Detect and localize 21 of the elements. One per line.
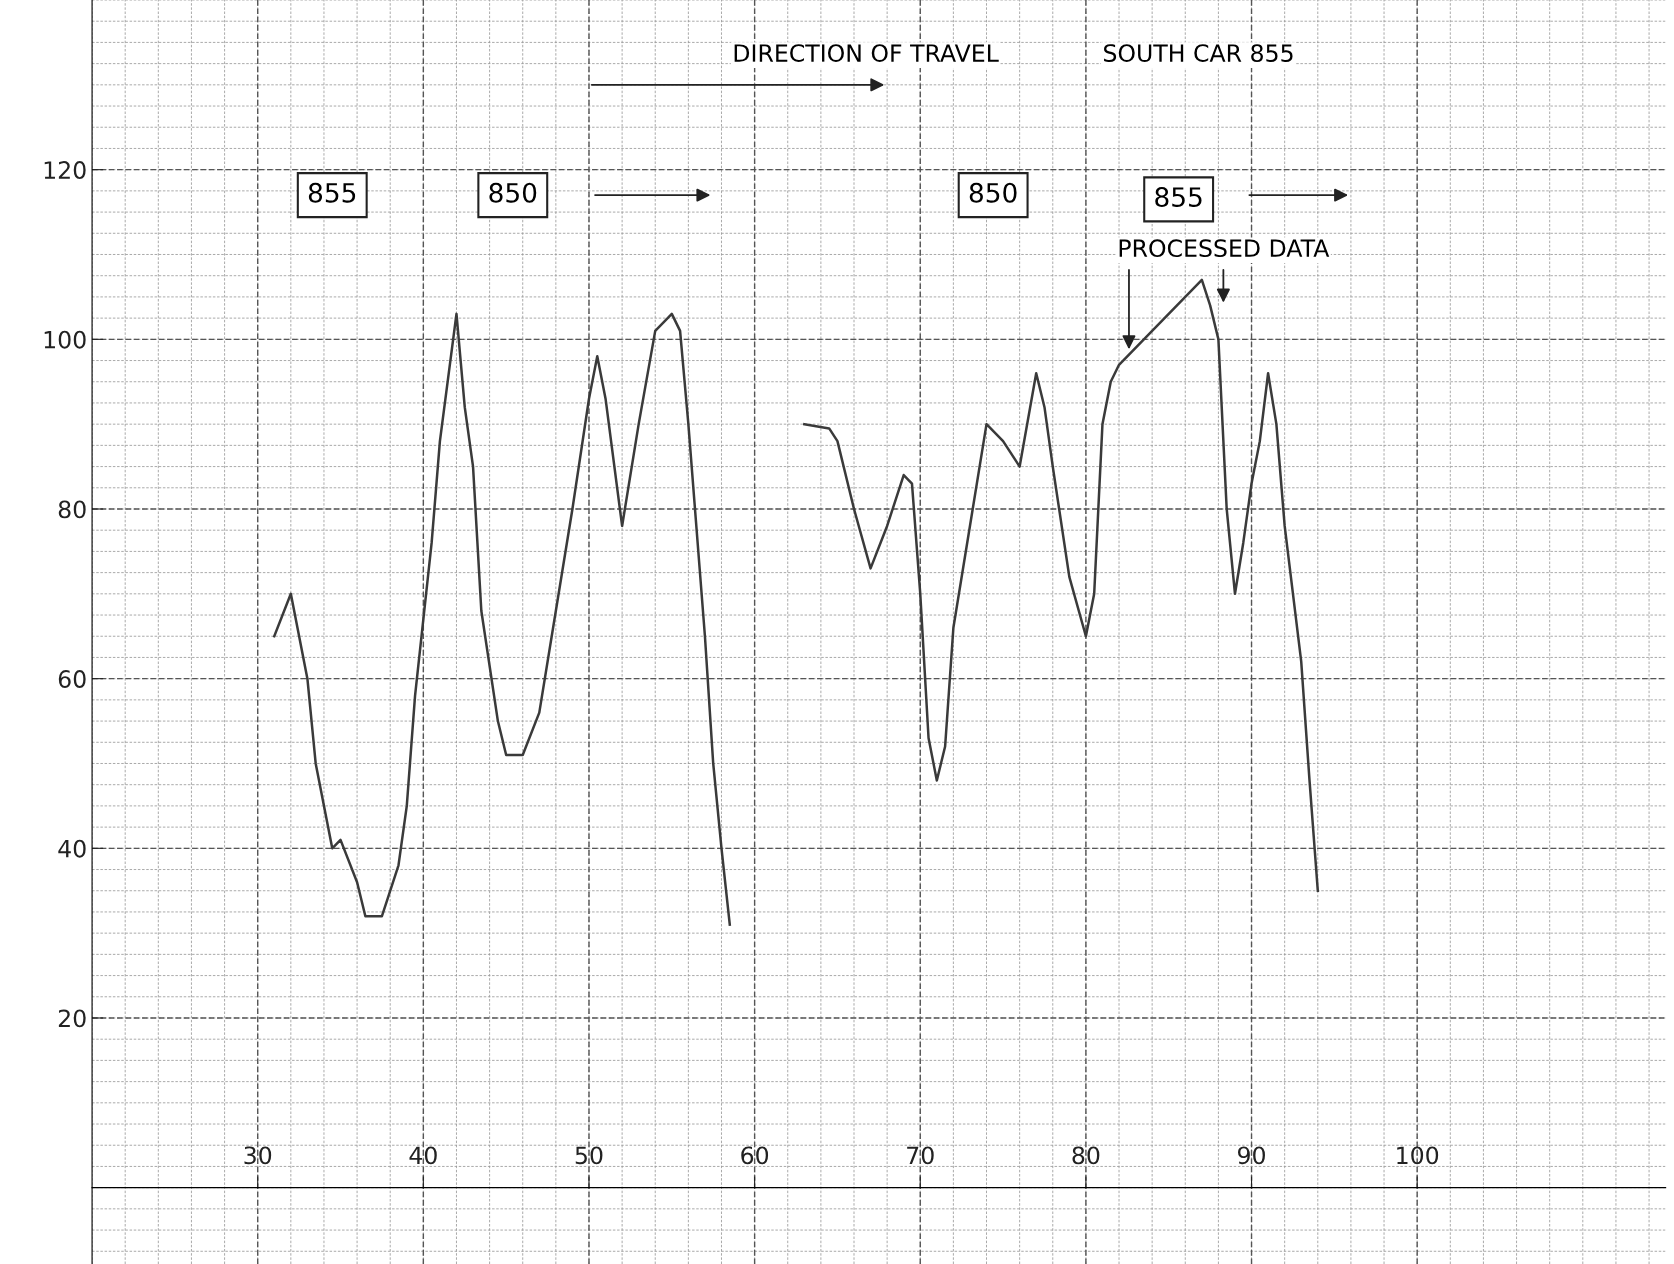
x-tick-label: 50: [575, 1146, 603, 1165]
x-tick-label: 70: [907, 1146, 934, 1165]
y-tick-label: 20: [58, 1009, 86, 1028]
y-tick-label: 120: [44, 161, 86, 179]
x-tick-label: 60: [741, 1146, 769, 1165]
x-tick-label: 30: [244, 1146, 272, 1165]
annotation: 850: [969, 182, 1017, 203]
annotation: PROCESSED DATA: [1119, 239, 1330, 258]
x-tick-label: 90: [1238, 1146, 1265, 1165]
y-tick-label: 40: [58, 839, 86, 858]
annotation: SOUTH CAR 855: [1104, 44, 1293, 62]
x-tick-label: 80: [1072, 1146, 1100, 1165]
y-tick-label: 60: [58, 670, 86, 688]
y-tick-label: 100: [44, 330, 86, 349]
annotation: 850: [489, 182, 537, 203]
annotation: DIRECTION OF TRAVEL: [734, 44, 999, 62]
x-tick-label: 40: [409, 1146, 437, 1165]
y-tick-label: 80: [58, 500, 86, 519]
x-tick-label: 100: [1397, 1146, 1439, 1165]
annotation: 855: [308, 182, 356, 203]
annotation: 855: [1155, 187, 1202, 208]
